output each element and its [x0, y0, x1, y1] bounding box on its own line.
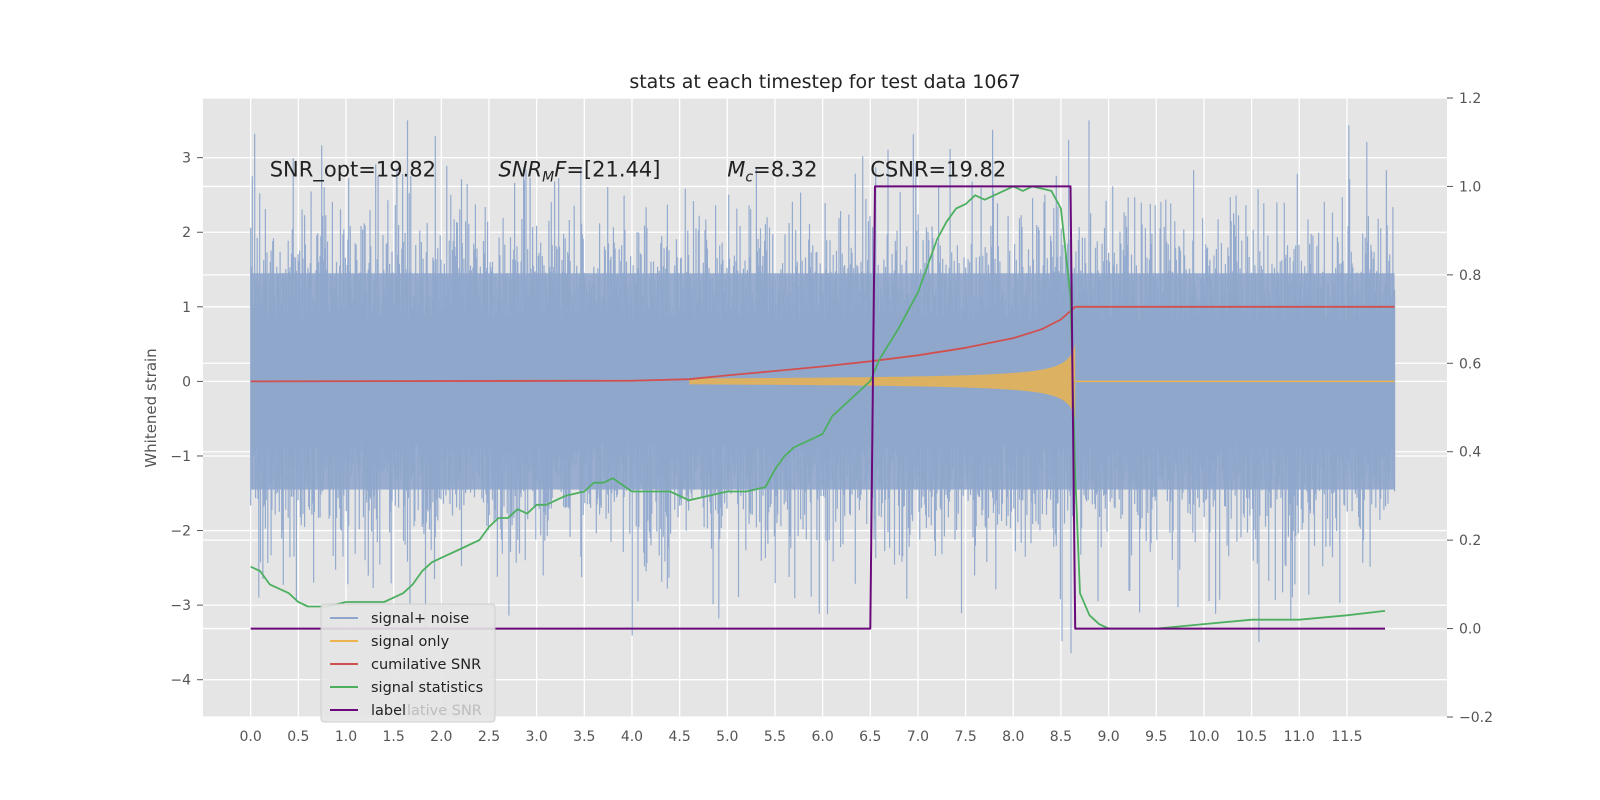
legend-label: signal only — [371, 634, 450, 650]
x-tick-label: 4.5 — [668, 729, 690, 745]
x-tick-label: 7.5 — [954, 729, 976, 745]
x-tick-label: 1.0 — [335, 729, 357, 745]
x-tick-label: 5.0 — [716, 729, 738, 745]
x-tick-label: 3.0 — [526, 729, 548, 745]
x-tick-label: 2.5 — [478, 729, 500, 745]
y-tick-label: 1 — [182, 300, 191, 316]
y-tick-label: −2 — [170, 524, 191, 540]
y2-tick-label: 0.0 — [1459, 622, 1481, 638]
x-tick-label: 11.0 — [1284, 729, 1315, 745]
y-tick-label: −4 — [170, 673, 191, 689]
y2-tick-label: 0.6 — [1459, 356, 1481, 372]
x-tick-label: 6.0 — [811, 729, 833, 745]
y2-axis-ticks: 1.2 1.0 0.8 0.6 0.4 0.2 0.0 −0.2 — [1447, 91, 1493, 726]
y2-tick-label: 0.8 — [1459, 268, 1481, 284]
annotation-3: CSNR=19.82 — [870, 157, 1006, 181]
y-tick-label: 3 — [182, 151, 191, 167]
annotation-0: SNR_opt=19.82 — [270, 157, 436, 182]
x-tick-label: 11.5 — [1331, 729, 1362, 745]
series-signal-only — [689, 344, 1395, 419]
y-tick-label: 0 — [182, 374, 191, 390]
legend-frame — [320, 603, 496, 723]
series-line-3 — [250, 185, 1386, 630]
y-tick-label: −3 — [170, 598, 191, 614]
series-line-2 — [250, 305, 1395, 383]
x-axis-ticks: 0.0 0.5 1.0 1.5 2.0 2.5 3.0 3.5 4.0 4.5 5.0 5.5 6.0 6… — [240, 729, 1363, 745]
x-tick-label: 0.0 — [240, 729, 262, 745]
x-tick-label: 3.5 — [573, 729, 595, 745]
x-tick-label: 4.0 — [621, 729, 643, 745]
x-tick-label: 8.5 — [1050, 729, 1072, 745]
x-tick-label: 9.5 — [1145, 729, 1167, 745]
y-axis-label: Whitened strain — [142, 348, 160, 467]
series-lines — [250, 185, 1395, 630]
x-tick-label: 6.5 — [859, 729, 881, 745]
x-tick-label: 8.0 — [1002, 729, 1024, 745]
annotation-1: SNRMF=[21.44] — [499, 157, 661, 185]
x-tick-label: 9.0 — [1097, 729, 1119, 745]
legend-label: signal statistics — [371, 680, 483, 696]
y2-tick-label: 1.2 — [1459, 91, 1481, 107]
y2-tick-label: 0.4 — [1459, 445, 1481, 461]
x-tick-label: 5.5 — [764, 729, 786, 745]
legend-label: cumilative SNR — [371, 657, 481, 673]
legend-label: signal+ noise — [371, 611, 469, 627]
annotation-2: Mc=8.32 — [727, 157, 817, 185]
chirp-envelope — [689, 344, 1076, 419]
x-tick-label: 0.5 — [287, 729, 309, 745]
y2-tick-label: 1.0 — [1459, 179, 1481, 195]
y2-tick-label: 0.2 — [1459, 533, 1481, 549]
annotations: SNR_opt=19.82 SNRMF=[21.44] Mc=8.32 CSNR=19… — [270, 157, 1007, 185]
y2-tick-label: −0.2 — [1459, 710, 1493, 726]
chart-title: stats at each timestep for test data 106… — [629, 71, 1020, 93]
y-tick-label: 2 — [182, 225, 191, 241]
x-tick-label: 1.5 — [383, 729, 405, 745]
legend: signal+ noise signal only cumilative SNR si… — [320, 603, 496, 723]
x-tick-label: 10.5 — [1236, 729, 1267, 745]
series-line-4 — [250, 185, 1385, 630]
y-axis-ticks: 3 2 1 0 −1 −2 −3 −4 — [170, 151, 203, 689]
legend-label: label — [371, 703, 406, 719]
x-tick-label: 10.0 — [1188, 729, 1219, 745]
y-tick-label: −1 — [170, 449, 191, 465]
x-tick-label: 2.0 — [430, 729, 452, 745]
legend-ghost-text: lative SNR — [407, 703, 482, 719]
x-tick-label: 7.0 — [907, 729, 929, 745]
